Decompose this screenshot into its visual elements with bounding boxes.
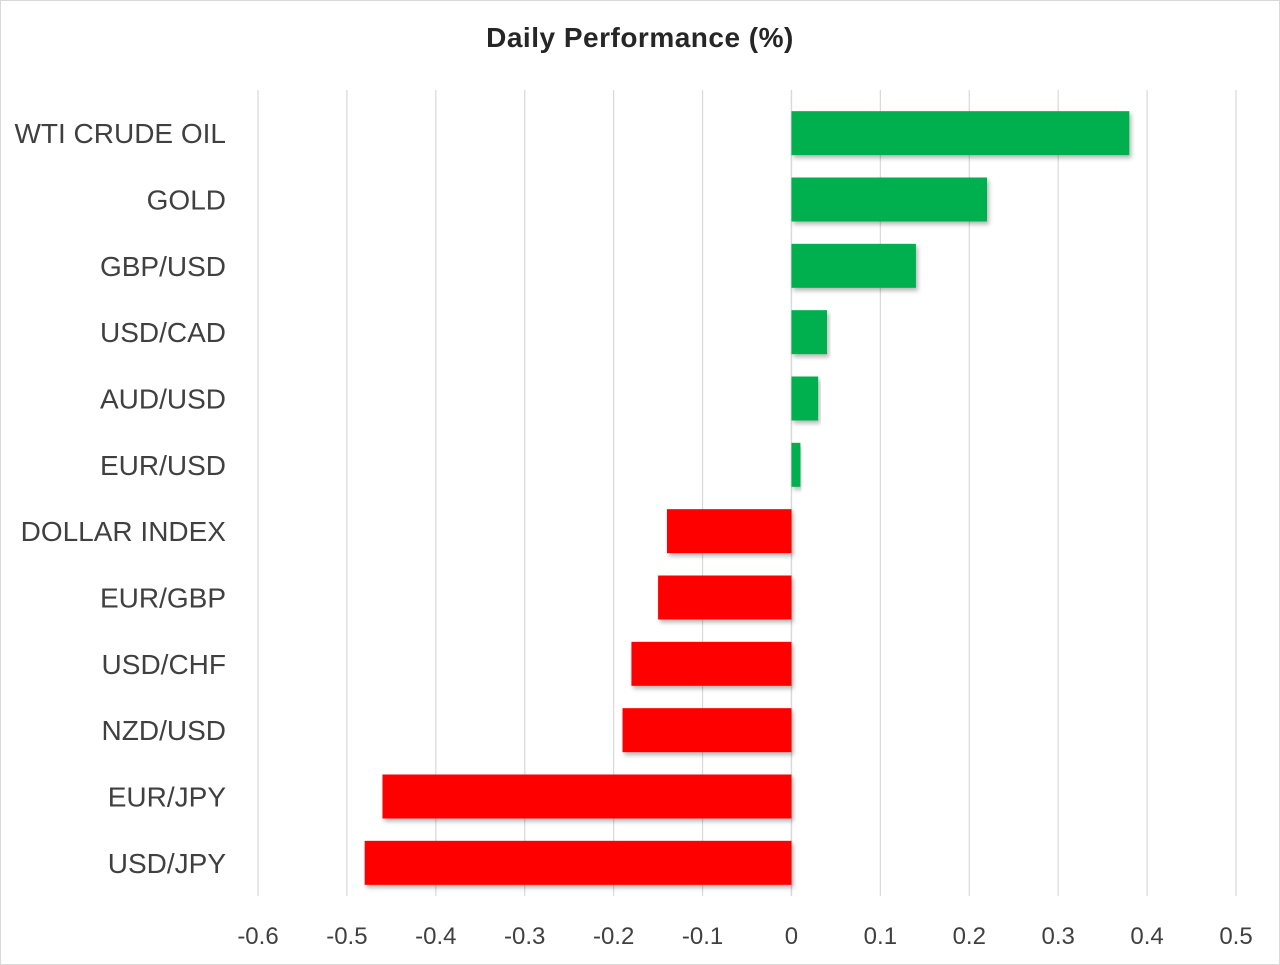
- x-tick-label: -0.5: [326, 923, 367, 950]
- category-label: EUR/JPY: [108, 782, 227, 813]
- x-tick-label: 0.1: [864, 923, 897, 950]
- bar: [666, 509, 792, 554]
- category-label: EUR/GBP: [100, 583, 226, 614]
- bar: [791, 442, 801, 487]
- category-label: EUR/USD: [100, 450, 226, 481]
- category-label: GOLD: [147, 185, 226, 216]
- x-tick-label: -0.6: [237, 923, 278, 950]
- bars: [364, 111, 1130, 885]
- chart-title: Daily Performance (%): [486, 22, 794, 53]
- x-tick-label: -0.1: [682, 923, 723, 950]
- x-tick-labels: -0.6 -0.5 -0.4 -0.3 -0.2 -0.1 0 0.1 0.2 0.3 0.4 0.5: [237, 923, 1252, 950]
- x-tick-label: 0: [785, 923, 798, 950]
- bar: [791, 177, 988, 222]
- bar: [364, 840, 792, 885]
- category-label: NZD/USD: [102, 715, 226, 746]
- bar: [658, 575, 792, 620]
- category-label: USD/JPY: [108, 848, 227, 879]
- x-tick-label: 0.3: [1041, 923, 1074, 950]
- category-label: USD/CHF: [102, 649, 226, 680]
- category-label: AUD/USD: [100, 384, 226, 415]
- bar: [791, 111, 1130, 156]
- category-label: DOLLAR INDEX: [21, 516, 227, 547]
- x-tick-label: 0.5: [1219, 923, 1252, 950]
- bar: [791, 376, 819, 421]
- category-label: GBP/USD: [100, 251, 226, 282]
- bar: [791, 243, 916, 288]
- x-tick-label: 0.2: [953, 923, 986, 950]
- gridlines: [257, 90, 1237, 896]
- category-label: USD/CAD: [100, 317, 226, 348]
- category-label: WTI CRUDE OIL: [14, 118, 226, 149]
- x-tick-label: -0.3: [504, 923, 545, 950]
- bar: [791, 310, 828, 355]
- x-tick-label: 0.4: [1130, 923, 1163, 950]
- x-tick-label: -0.2: [593, 923, 634, 950]
- bar: [382, 774, 792, 819]
- category-labels: WTI CRUDE OIL GOLD GBP/USD USD/CAD AUD/USD EU…: [14, 118, 226, 879]
- bar: [631, 641, 792, 686]
- bar: [622, 708, 792, 753]
- x-tick-label: -0.4: [415, 923, 456, 950]
